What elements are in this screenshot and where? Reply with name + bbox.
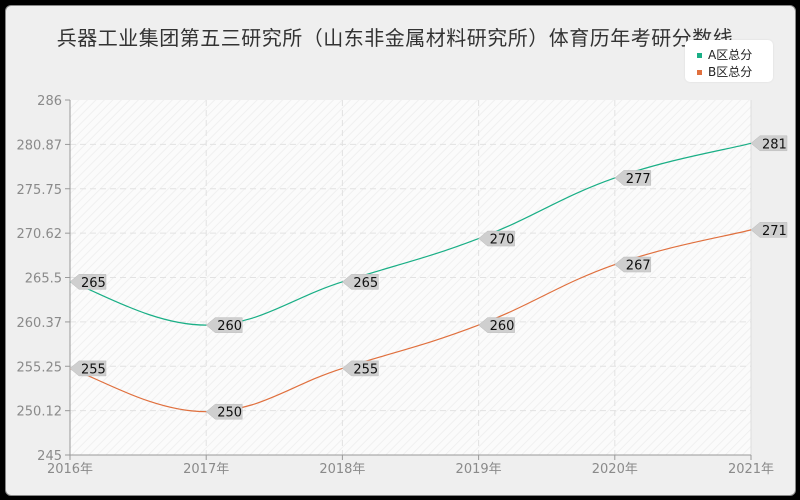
svg-text:260: 260 bbox=[217, 319, 242, 334]
data-label: 271 bbox=[750, 222, 788, 239]
x-tick-label: 2019年 bbox=[456, 462, 502, 477]
y-tick-label: 270.62 bbox=[17, 227, 63, 242]
data-label: 277 bbox=[614, 170, 652, 187]
axes: 245 250.12 255.25 260.37 265.5 270.62 275.75 28… bbox=[17, 94, 775, 477]
chart-title: 兵器工业集团第五三研究所（山东非金属材料研究所）体育历年考研分数线 bbox=[56, 26, 734, 50]
data-label: 265 bbox=[342, 274, 379, 291]
svg-text:260: 260 bbox=[490, 319, 515, 334]
svg-text:281: 281 bbox=[762, 137, 787, 152]
svg-text:255: 255 bbox=[81, 362, 106, 377]
data-label: 267 bbox=[614, 256, 652, 274]
svg-text:265: 265 bbox=[353, 276, 378, 291]
svg-text:250: 250 bbox=[217, 406, 242, 421]
data-labels: 265 260 265 270 277 281 255 250 255 260 267 271 bbox=[69, 135, 788, 421]
legend-item-a[interactable]: A区总分 bbox=[697, 46, 752, 63]
gridlines bbox=[70, 100, 752, 455]
svg-text:270: 270 bbox=[490, 233, 515, 248]
data-label: 250 bbox=[205, 403, 243, 421]
y-tick-label: 275.75 bbox=[17, 183, 63, 198]
legend-swatch-b-icon bbox=[697, 70, 702, 75]
x-tick-label: 2016年 bbox=[47, 462, 93, 477]
data-label: 260 bbox=[205, 317, 243, 334]
x-tick-label: 2017年 bbox=[183, 462, 229, 477]
y-tick-label: 245 bbox=[37, 449, 62, 464]
x-tick-label: 2018年 bbox=[319, 462, 365, 477]
data-label: 255 bbox=[69, 360, 107, 377]
data-label: 281 bbox=[750, 135, 788, 152]
y-tick-label: 265.5 bbox=[25, 272, 62, 287]
svg-text:255: 255 bbox=[353, 362, 378, 377]
legend-item-b[interactable]: B区总分 bbox=[697, 63, 752, 80]
data-label: 270 bbox=[478, 230, 515, 248]
legend-swatch-a-icon bbox=[697, 53, 702, 58]
y-tick-label: 260.37 bbox=[17, 316, 63, 331]
svg-text:265: 265 bbox=[81, 276, 106, 291]
svg-text:271: 271 bbox=[762, 224, 787, 239]
x-tick-label: 2021年 bbox=[728, 462, 774, 477]
y-tick-label: 280.87 bbox=[17, 138, 63, 153]
legend-label-b: B区总分 bbox=[708, 65, 753, 79]
data-label: 265 bbox=[69, 274, 107, 291]
svg-text:267: 267 bbox=[626, 259, 651, 274]
y-tick-label: 250.12 bbox=[17, 405, 63, 420]
x-tick-label: 2020年 bbox=[592, 462, 638, 477]
legend: A区总分 B区总分 bbox=[685, 40, 773, 82]
svg-text:277: 277 bbox=[626, 172, 651, 187]
data-label: 255 bbox=[342, 360, 379, 377]
legend-label-a: A区总分 bbox=[708, 48, 753, 62]
y-tick-label: 286 bbox=[37, 94, 62, 109]
y-tick-label: 255.25 bbox=[17, 360, 63, 375]
data-label: 260 bbox=[478, 317, 515, 334]
